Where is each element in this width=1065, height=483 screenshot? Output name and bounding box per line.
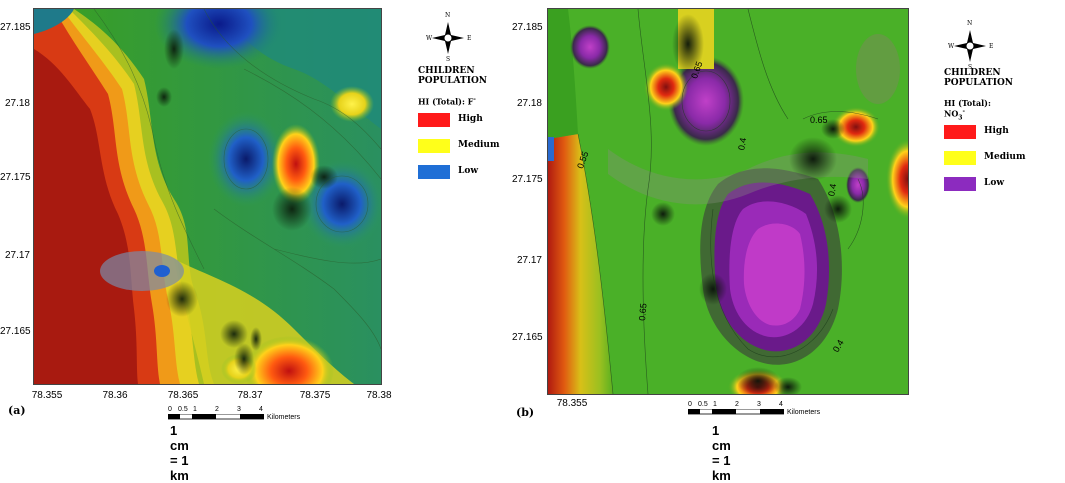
legend-item-low: Low [418, 164, 487, 191]
scale-tick: 4 [779, 401, 783, 408]
y-tick: 27.17 [516, 255, 542, 266]
compass-w: W [426, 35, 433, 42]
legend-title: CHILDREN POPULATION [944, 68, 1014, 88]
compass-e: E [989, 43, 994, 50]
legend-title: CHILDREN POPULATION [418, 66, 488, 86]
x-tick: 78.355 [31, 390, 63, 401]
scale-note: 1 cm = 1 km [712, 423, 731, 483]
scale-note: 1 cm = 1 km [170, 423, 189, 483]
legend-swatch [944, 125, 976, 140]
x-tick: 78.37 [237, 390, 263, 401]
scale-tick: 3 [237, 406, 241, 413]
legend-swatch [418, 138, 450, 153]
legend-swatch [944, 151, 976, 166]
scale-tick: 2 [215, 406, 219, 413]
legend-item-medium: Medium [418, 138, 499, 165]
y-tick: 27.185 [512, 22, 543, 33]
legend-swatch [418, 112, 450, 127]
panel-label: (a) [8, 404, 26, 417]
scale-tick: 2 [735, 401, 739, 408]
legend-swatch [418, 164, 450, 179]
legend-item-low: Low [944, 177, 1013, 203]
y-tick: 27.185 [0, 22, 31, 33]
compass-n: N [445, 12, 451, 19]
legend-item-medium: Medium [944, 151, 1025, 177]
legend-label: High [458, 113, 483, 124]
y-tick: 27.17 [4, 250, 30, 261]
legend-label: Medium [984, 152, 1026, 163]
legend-item-high: High [418, 112, 487, 139]
scale-tick: 0.5 [178, 406, 188, 413]
north-arrow-icon: N S W E [948, 20, 994, 71]
scale-unit: Kilometers [267, 414, 301, 421]
contour-label: 0.4 [826, 182, 839, 198]
y-tick: 27.165 [512, 332, 543, 343]
compass-e: E [467, 35, 472, 42]
legend-label: Low [984, 178, 1005, 189]
scale-tick: 0 [688, 401, 692, 408]
y-tick: 27.175 [512, 174, 543, 185]
scale-tick: 0.5 [698, 401, 708, 408]
legend-swatch [944, 177, 976, 192]
legend-label: Low [458, 165, 479, 176]
map-fluoride-hazard [33, 8, 382, 385]
contour-label: 0.65 [637, 302, 649, 322]
scale-unit: Kilometers [787, 409, 821, 416]
scale-bar-graphic [168, 414, 264, 420]
y-tick: 27.18 [516, 98, 542, 109]
scale-tick: 1 [713, 401, 717, 408]
contour-surface-a [34, 9, 381, 384]
legend-label: High [984, 126, 1009, 137]
scale-tick: 3 [757, 401, 761, 408]
legend-a: CHILDREN POPULATION HI (Total): F- High … [418, 66, 499, 191]
north-arrow-icon: N S W E [426, 12, 472, 63]
compass-n: N [967, 20, 973, 27]
x-tick: 78.365 [167, 390, 199, 401]
contour-label: 0.4 [736, 136, 749, 152]
legend-b: CHILDREN POPULATION HI (Total): NO3- Hig… [944, 68, 1025, 203]
panel-label: (b) [516, 406, 535, 419]
scale-tick: 0 [168, 406, 172, 413]
legend-hi-label: HI (Total): NO3- [944, 98, 991, 122]
x-tick: 78.375 [299, 390, 331, 401]
y-tick: 27.18 [4, 98, 30, 109]
legend-label: Medium [458, 139, 500, 150]
legend-item-high: High [944, 125, 1013, 151]
legend-hi-label: HI (Total): F- [418, 96, 476, 107]
x-tick: 78.355 [556, 398, 588, 409]
map-nitrate-hazard: 0.65 0.4 0.65 0.4 0.55 0.65 0.4 [547, 8, 909, 395]
scale-tick: 4 [259, 406, 263, 413]
compass-s: S [446, 56, 451, 63]
y-tick: 27.175 [0, 172, 31, 183]
y-tick: 27.165 [0, 326, 31, 337]
scale-tick: 1 [193, 406, 197, 413]
compass-w: W [948, 43, 955, 50]
compass-s: S [968, 64, 973, 71]
contour-label: 0.65 [810, 115, 828, 125]
x-tick: 78.36 [102, 390, 128, 401]
x-tick: 78.38 [366, 390, 392, 401]
contour-surface-b [548, 9, 908, 394]
scale-bar-graphic [688, 409, 784, 415]
